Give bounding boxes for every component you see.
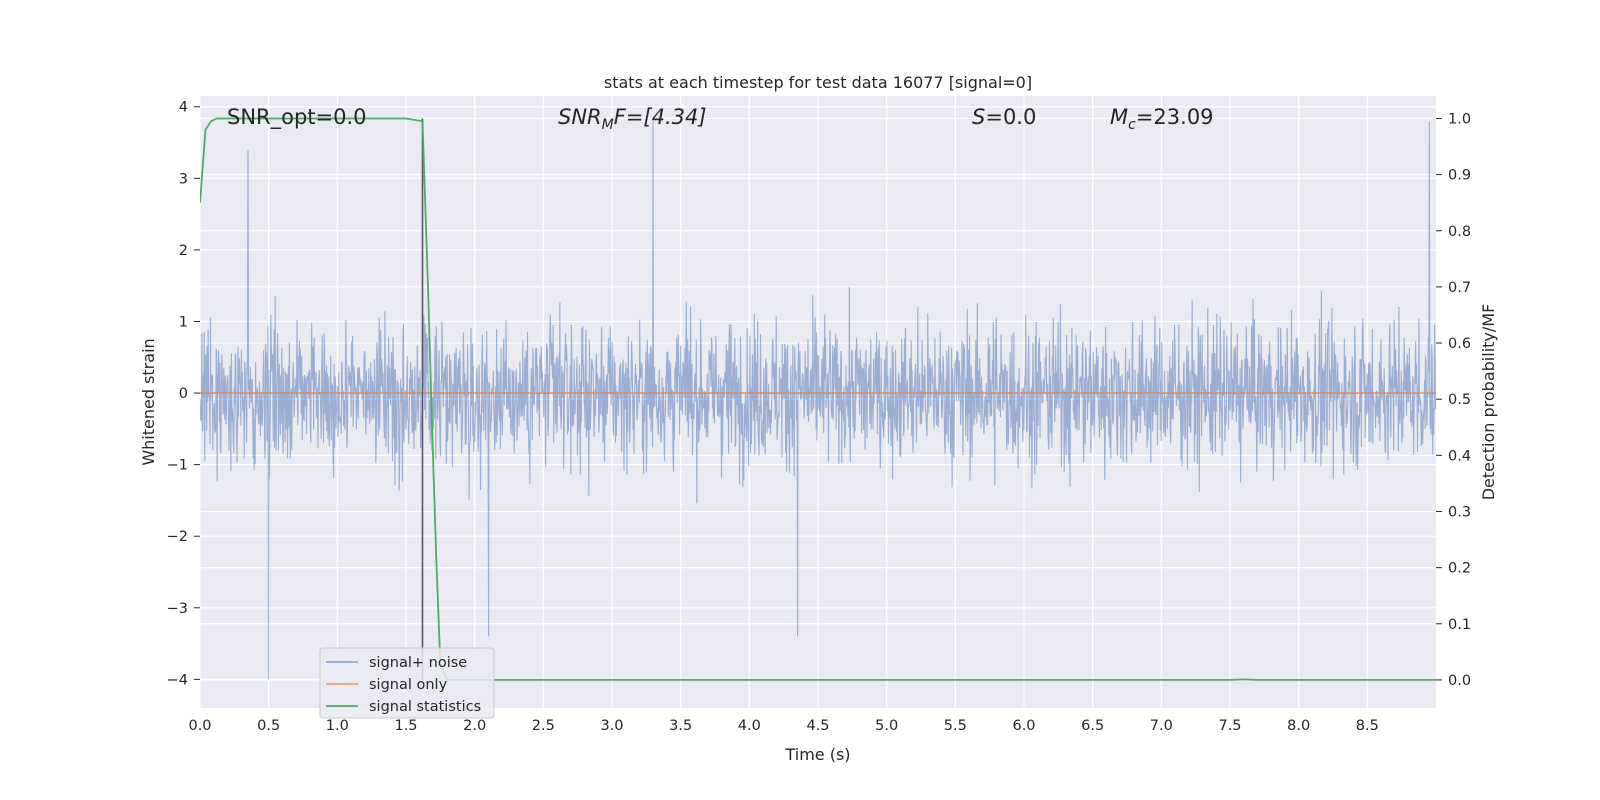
y-axis-ticks: 4 3 2 1 0 −1 −2 −3 −4 [167,100,200,688]
x-tick-label: 6.0 [1012,718,1035,734]
annotation-mc: Mc=23.09 [1110,105,1214,133]
legend-label-signal-statistics: signal statistics [369,699,481,715]
x-axis-ticks: 0.0 0.5 1.0 1.5 2.0 2.5 3.0 3.5 4.0 4.5 5.0 5.5 6.0 6… [188,718,1378,734]
y2-tick-label: 0.5 [1448,392,1471,408]
y-axis-label: Whitened strain [139,338,158,465]
legend-box [319,647,495,719]
y2-tick-label: 0.1 [1448,617,1471,633]
x-tick-label: 3.0 [600,718,623,734]
legend-label-signal-only: signal only [369,677,448,693]
y2-tick-label: 0.6 [1448,336,1471,352]
x-tick-label: 5.0 [875,718,898,734]
signal-noise-line [200,121,1436,680]
legend: signal+ noise signal only signal statist… [319,647,495,719]
x-tick-label: 8.0 [1287,718,1310,734]
x-tick-label: 3.5 [669,718,692,734]
y2-axis-ticks: 1.0 0.9 0.8 0.7 0.6 0.5 0.4 0.3 0.2 0.1 0.0 [1436,111,1471,689]
y-tick-label: −4 [167,672,188,688]
x-tick-label: 2.0 [463,718,486,734]
annotation-s: S=0.0 [972,105,1036,129]
x-tick-label: 0.5 [257,718,280,734]
chart-title: stats at each timestep for test data 160… [604,73,1032,92]
x-tick-label: 1.5 [394,718,417,734]
x-tick-label: 5.5 [944,718,967,734]
x-axis-label: Time (s) [784,745,850,764]
x-tick-label: 0.0 [188,718,211,734]
x-tick-label: 7.0 [1150,718,1173,734]
x-tick-label: 1.0 [326,718,349,734]
x-tick-label: 7.5 [1218,718,1241,734]
y-tick-label: −1 [167,458,188,474]
annotation-snr-mf: SNRMF=[4.34] [558,105,707,133]
x-tick-label: 8.5 [1356,718,1379,734]
x-tick-label: 4.5 [806,718,829,734]
y2-tick-label: 0.2 [1448,561,1471,577]
y2-tick-label: 0.0 [1448,673,1471,689]
y2-axis-label: Detection probability/MF [1479,304,1498,501]
x-tick-label: 2.5 [532,718,555,734]
y2-tick-label: 0.3 [1448,504,1471,520]
y2-tick-label: 1.0 [1448,111,1471,127]
y-tick-label: −3 [167,601,188,617]
y-tick-label: 4 [179,100,188,116]
signal-statistics-line [200,117,1436,681]
y-tick-label: 2 [179,243,188,259]
y2-tick-label: 0.8 [1448,224,1471,240]
y2-tick-label: 0.4 [1448,448,1471,464]
legend-label-signal-noise: signal+ noise [369,655,467,671]
y2-tick-label: 0.7 [1448,280,1471,296]
y-tick-label: 0 [179,386,188,402]
y-tick-label: 1 [179,314,188,330]
y-tick-label: 3 [179,171,188,187]
y2-tick-label: 0.9 [1448,168,1471,184]
y-tick-label: −2 [167,529,188,545]
annotation-snr-opt: SNR_opt=0.0 [227,105,367,130]
x-tick-label: 4.0 [738,718,761,734]
x-tick-label: 6.5 [1081,718,1104,734]
signal-noise-series [200,121,1436,680]
